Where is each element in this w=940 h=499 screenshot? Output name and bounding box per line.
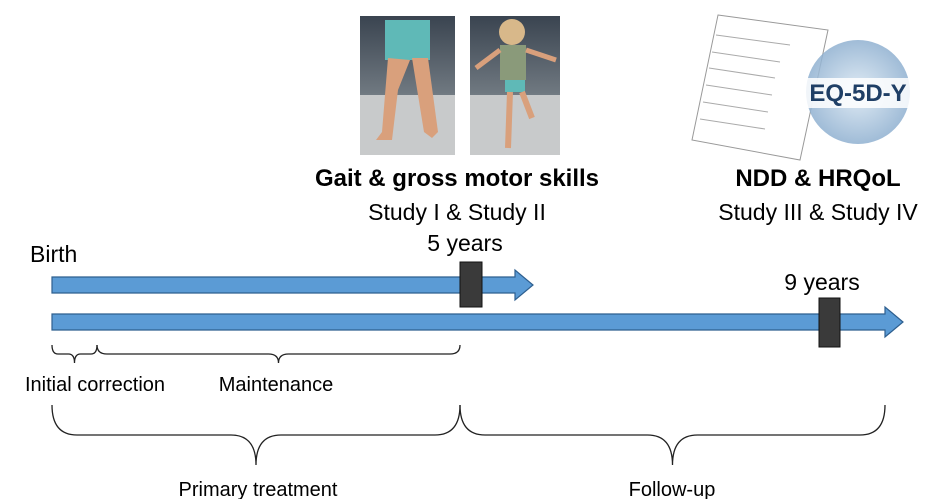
heading-subtitle: Study III & Study IV [718, 199, 918, 225]
time-marker [818, 297, 841, 348]
phase-label: Initial correction [25, 374, 165, 396]
start-label: Birth [30, 241, 77, 267]
braces [51, 344, 886, 466]
phase-label: Maintenance [219, 374, 334, 396]
brace [51, 344, 98, 364]
heading-title: Gait & gross motor skills [315, 165, 599, 192]
age-label: 9 years [784, 269, 859, 295]
timeline-arrow [51, 305, 904, 339]
timeline-arrow [51, 268, 534, 302]
phase-label: Follow-up [629, 479, 716, 499]
age-label: 5 years [427, 230, 502, 256]
photo-gait [360, 16, 455, 155]
time-marker [459, 261, 483, 308]
photo-child [470, 16, 560, 155]
logo-text: EQ-5D-Y [809, 80, 906, 107]
questionnaire-image: EQ-5D-Y [691, 14, 910, 161]
phase-label: Primary treatment [179, 479, 338, 499]
heading-title: NDD & HRQoL [735, 165, 900, 192]
brace [51, 404, 461, 466]
brace [96, 344, 461, 364]
heading-subtitle: Study I & Study II [368, 199, 546, 225]
brace [459, 404, 886, 466]
